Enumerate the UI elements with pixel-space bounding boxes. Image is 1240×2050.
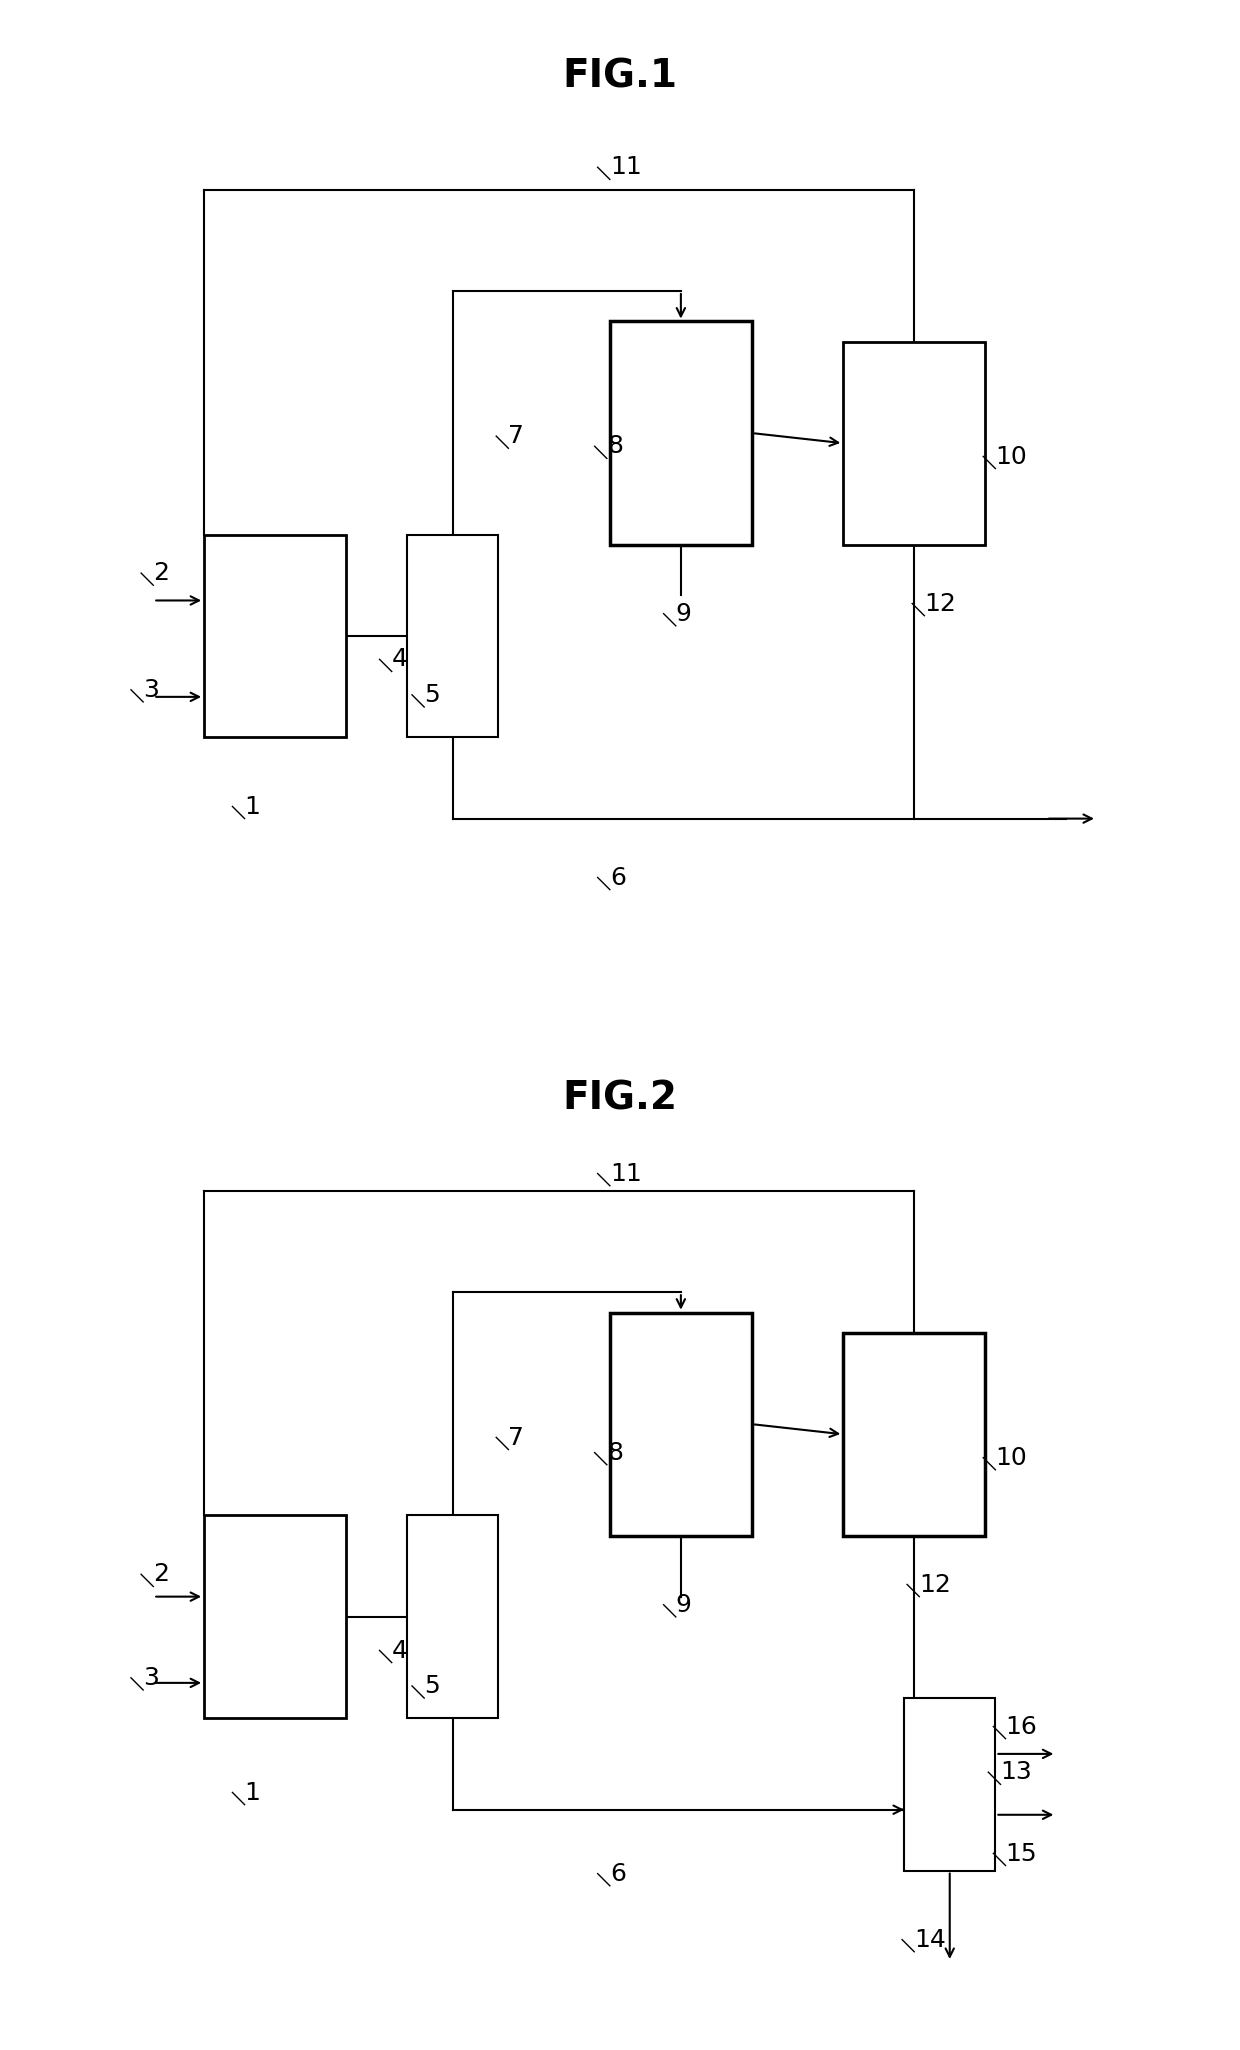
Text: 4: 4	[392, 1638, 408, 1663]
Text: 16: 16	[1006, 1714, 1038, 1738]
Text: 11: 11	[610, 1162, 641, 1185]
Text: FIG.2: FIG.2	[563, 1078, 677, 1117]
Text: 15: 15	[1006, 1841, 1037, 1866]
Bar	[407, 1515, 498, 1718]
Text: 10: 10	[996, 1445, 1027, 1470]
Text: 2: 2	[154, 562, 170, 584]
Bar	[205, 1515, 346, 1718]
Text: 6: 6	[610, 865, 626, 890]
Text: 2: 2	[154, 1562, 170, 1587]
Text: FIG.1: FIG.1	[563, 57, 677, 96]
Text: 5: 5	[424, 683, 440, 707]
Text: 1: 1	[244, 795, 260, 818]
Bar	[843, 1332, 986, 1535]
Text: 5: 5	[424, 1675, 440, 1697]
Text: 9: 9	[676, 1593, 692, 1617]
Text: 3: 3	[143, 679, 159, 701]
Text: 4: 4	[392, 648, 408, 672]
Text: 3: 3	[143, 1667, 159, 1689]
Text: 6: 6	[610, 1861, 626, 1886]
Bar	[407, 535, 498, 738]
Bar	[904, 1697, 996, 1870]
Bar	[610, 322, 751, 545]
Text: 10: 10	[996, 445, 1027, 469]
Text: 7: 7	[508, 1425, 525, 1449]
Text: 13: 13	[1001, 1761, 1032, 1784]
Bar	[843, 342, 986, 545]
Text: 12: 12	[919, 1572, 951, 1597]
Bar	[205, 535, 346, 738]
Text: 12: 12	[924, 592, 956, 615]
Text: 8: 8	[606, 1441, 622, 1466]
Text: 7: 7	[508, 424, 525, 449]
Text: 14: 14	[914, 1927, 946, 1952]
Text: 8: 8	[606, 435, 622, 459]
Bar	[610, 1312, 751, 1535]
Text: 1: 1	[244, 1781, 260, 1804]
Text: 11: 11	[610, 156, 641, 180]
Text: 9: 9	[676, 603, 692, 625]
